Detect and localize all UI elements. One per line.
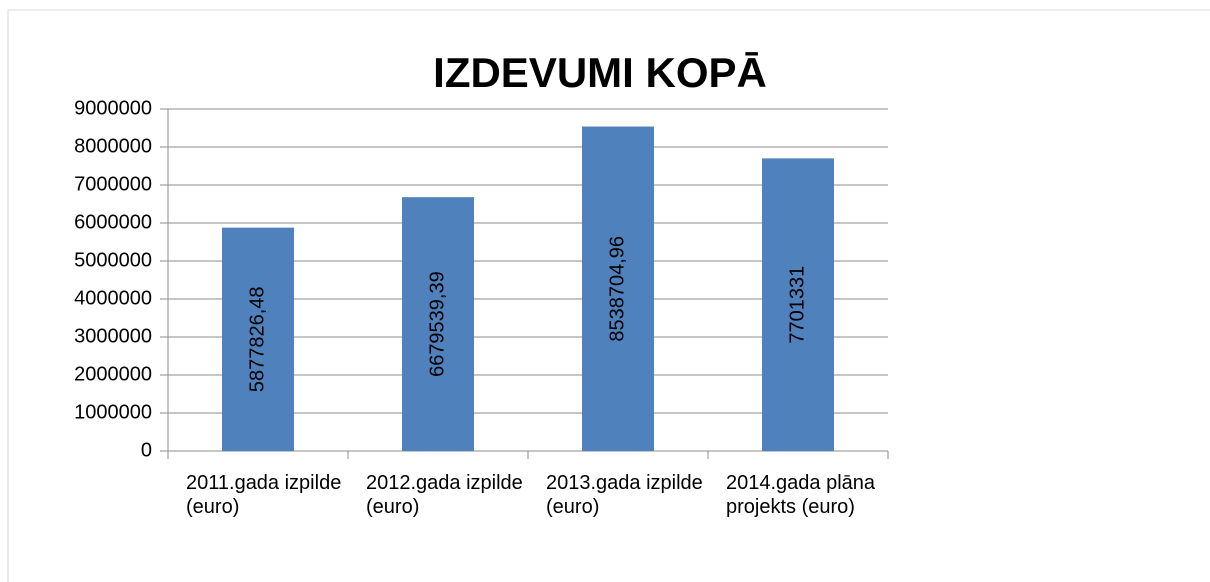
y-tick-label: 8000000: [74, 135, 152, 157]
value-label: 8538704,96: [606, 236, 628, 342]
y-tick-label: 0: [141, 439, 152, 461]
value-label: 5877826,48: [246, 286, 268, 392]
y-tick-label: 7000000: [74, 173, 152, 195]
y-tick-label: 5000000: [74, 249, 152, 271]
bar: [222, 227, 294, 451]
y-tick-label: 1000000: [74, 401, 152, 423]
chart-title: IZDEVUMI KOPĀ: [433, 49, 767, 96]
y-tick-label: 6000000: [74, 211, 152, 233]
x-tick-label: 2013.gada izpilde (euro): [546, 472, 709, 518]
bar: [762, 158, 834, 451]
chart-border: [7, 9, 1210, 582]
y-tick-label: 2000000: [74, 363, 152, 385]
x-tick-label: 2014.gada plāna projekts (euro): [726, 472, 881, 518]
y-tick-label: 9000000: [74, 97, 152, 119]
bar: [402, 197, 474, 451]
x-tick-label: 2012.gada izpilde (euro): [366, 472, 534, 518]
x-tick-label: 2011.gada izpilde (euro): [186, 472, 347, 518]
y-tick-label: 3000000: [74, 325, 152, 347]
bar: [582, 126, 654, 452]
value-label: 7701331: [786, 266, 808, 344]
value-label: 6679539,39: [426, 271, 448, 377]
y-tick-label: 4000000: [74, 287, 152, 309]
